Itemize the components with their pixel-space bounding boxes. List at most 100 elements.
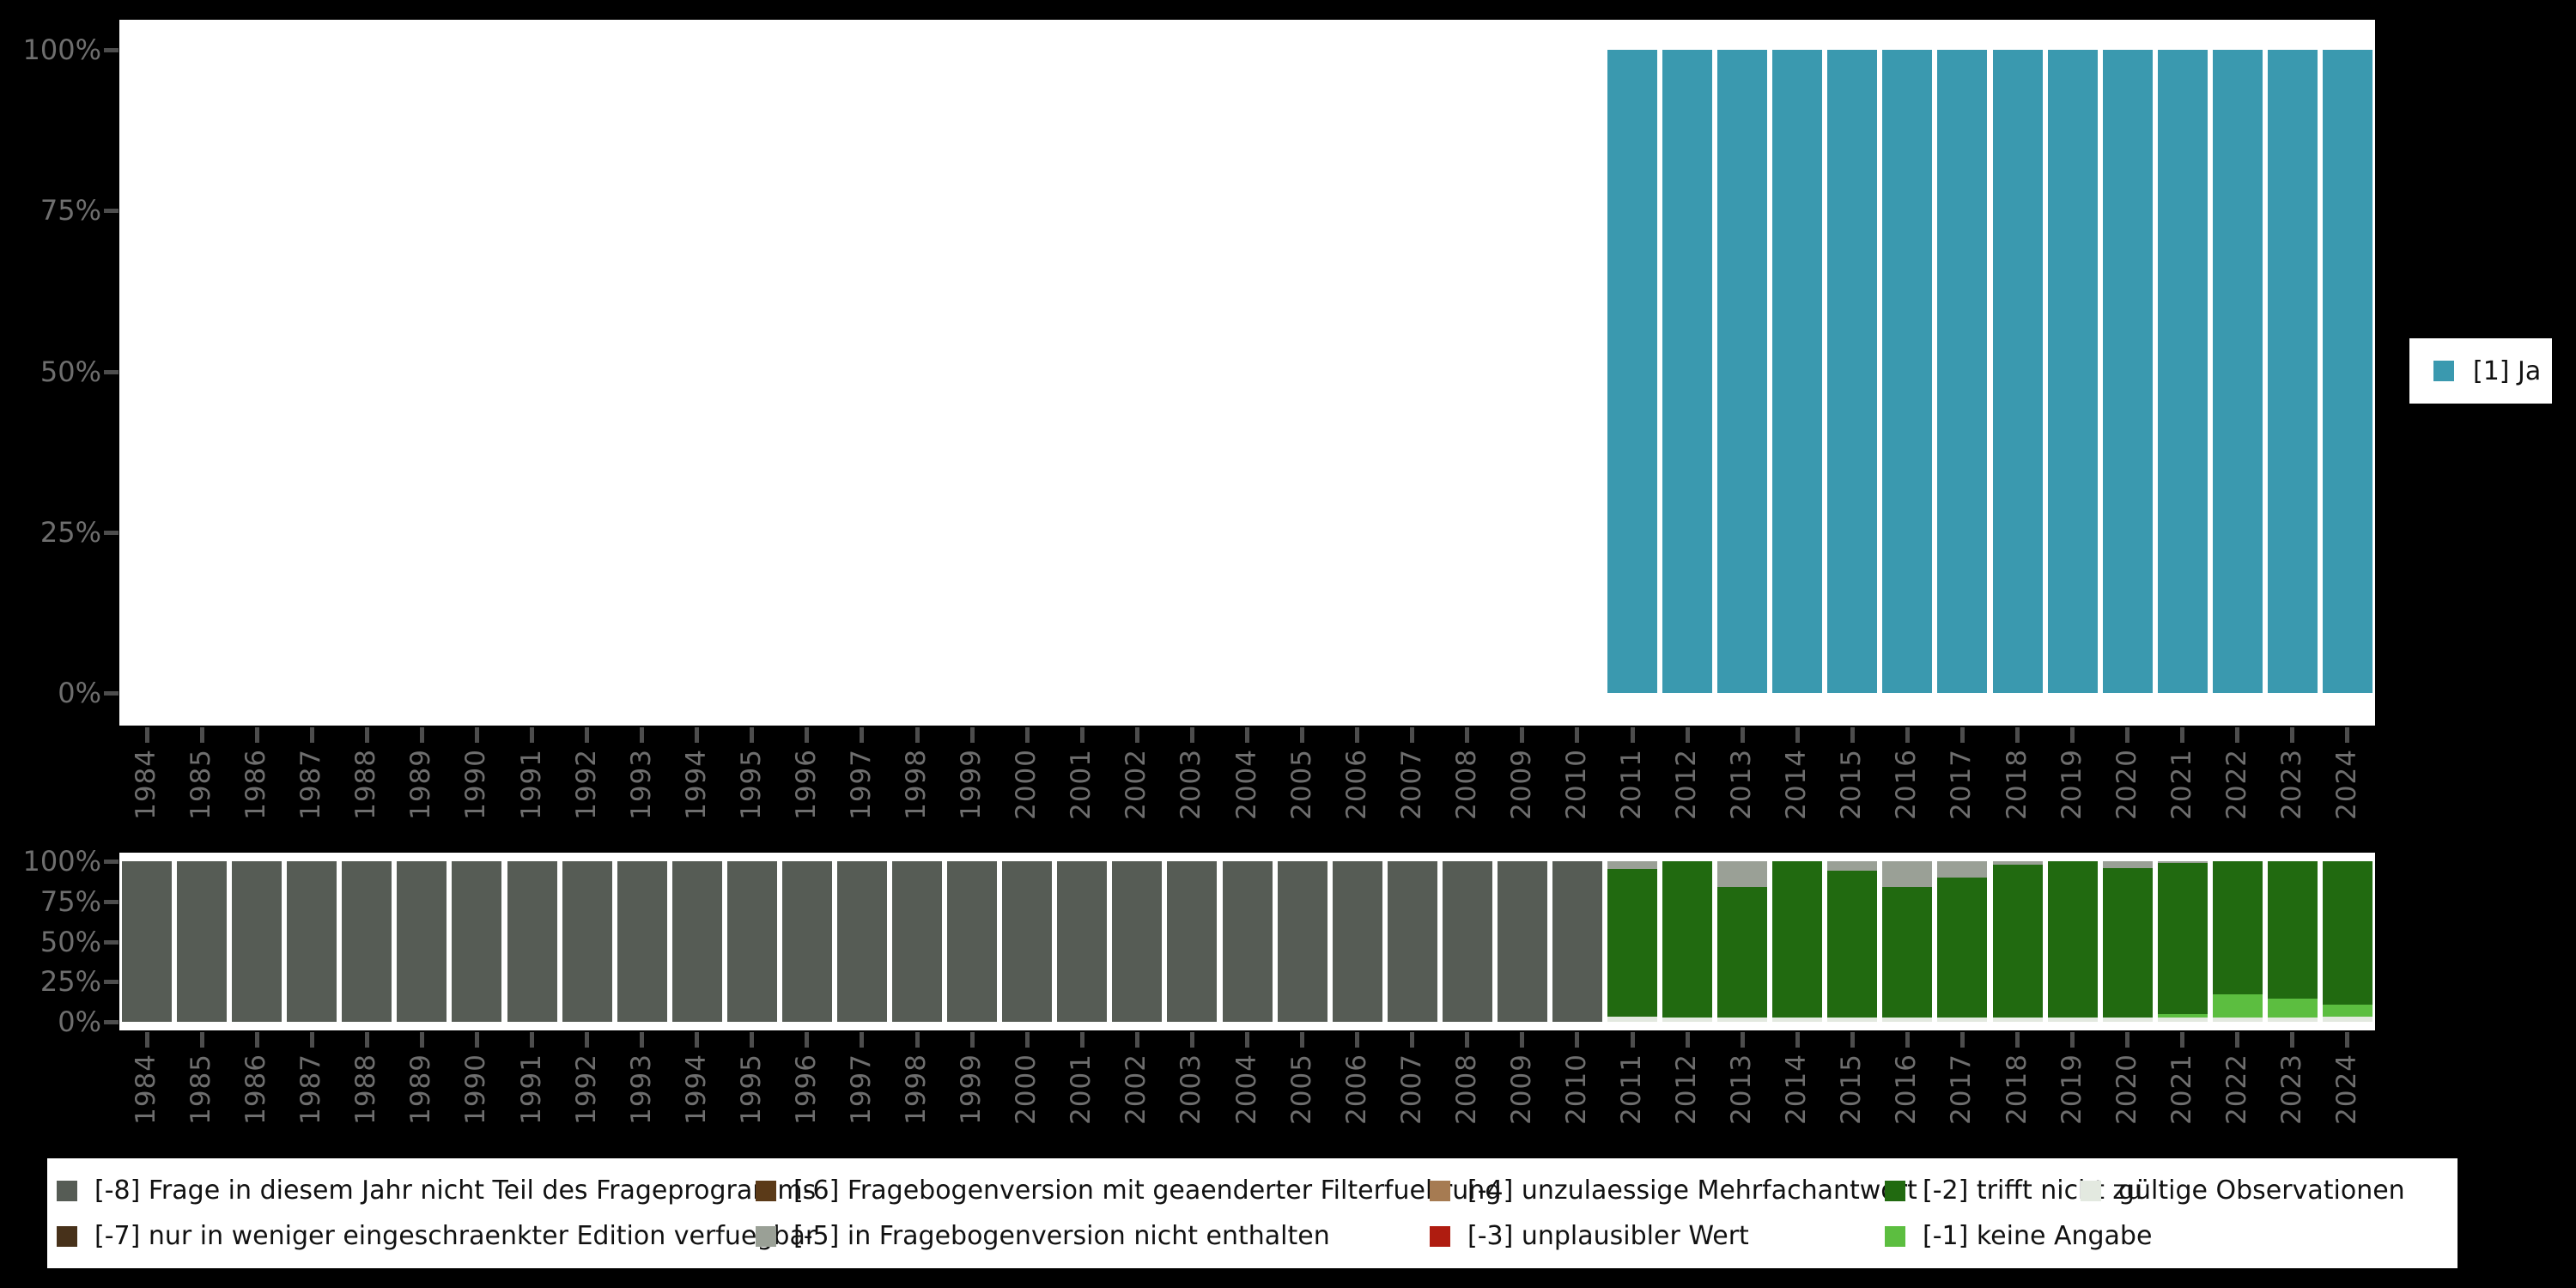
- x-tick-label: 1991: [515, 749, 547, 820]
- x-tick-label: 2017: [1946, 1054, 1978, 1125]
- x-tick: [1740, 727, 1745, 743]
- x-tick: [1630, 1032, 1635, 1048]
- bar-segment-2012-valid: [1662, 1017, 1713, 1022]
- x-tick: [1850, 1032, 1855, 1048]
- bar-segment-2022-ja: [2212, 50, 2263, 693]
- bar-segment-2007-m8: [1387, 861, 1437, 1022]
- bar-segment-2012-m2: [1662, 861, 1713, 1018]
- bar-segment-2005-m8: [1277, 861, 1327, 1022]
- x-tick-label: 2006: [1340, 749, 1372, 820]
- bar-segment-2006-m8: [1332, 861, 1382, 1022]
- bar-1984: [122, 861, 173, 1022]
- bar-segment-2016-m5: [1882, 861, 1933, 887]
- x-tick: [805, 727, 810, 743]
- bar-segment-2018-valid: [1992, 1017, 2043, 1022]
- x-tick: [1245, 727, 1249, 743]
- x-tick: [364, 727, 369, 743]
- x-tick: [364, 1032, 369, 1048]
- x-tick-label: 2016: [1891, 749, 1923, 820]
- bar-segment-2017-m5: [1937, 861, 1988, 878]
- x-tick-label: 1997: [845, 1054, 877, 1125]
- x-tick-label: 1991: [515, 1054, 547, 1125]
- bar-2020: [2102, 50, 2153, 693]
- bar-segment-2024-valid: [2322, 1017, 2372, 1022]
- x-tick: [1245, 1032, 1249, 1048]
- x-tick: [254, 727, 259, 743]
- legend-swatch-m8: [57, 1181, 77, 1201]
- bar-1986: [232, 861, 283, 1022]
- x-tick-label: 1994: [680, 749, 712, 820]
- x-tick: [2180, 727, 2185, 743]
- x-tick: [860, 727, 865, 743]
- x-tick: [1024, 727, 1030, 743]
- x-tick: [695, 1032, 700, 1048]
- bar-segment-2010-m8: [1552, 861, 1602, 1022]
- legend-item-label: gültige Observationen: [2118, 1176, 2405, 1206]
- legend-swatch-m2: [1885, 1181, 1905, 1201]
- bar-segment-2019-m2: [2047, 861, 2098, 1018]
- x-tick: [585, 1032, 590, 1048]
- x-tick: [969, 1032, 975, 1048]
- x-tick-label: 2020: [2111, 1054, 2142, 1125]
- legend-swatch-m1: [1885, 1226, 1905, 1247]
- x-tick: [2070, 727, 2075, 743]
- x-tick-label: 1992: [570, 1054, 602, 1125]
- x-tick-label: 2014: [1781, 1054, 1813, 1125]
- top-plot-area: [119, 20, 2375, 726]
- x-tick: [530, 1032, 535, 1048]
- x-tick: [309, 1032, 314, 1048]
- y-tick: [104, 209, 118, 214]
- x-tick: [199, 1032, 204, 1048]
- y-tick-label: 75%: [39, 884, 101, 918]
- bar-segment-2016-ja: [1882, 50, 1933, 693]
- bar-2022: [2212, 861, 2263, 1022]
- bar-2013: [1717, 861, 1768, 1022]
- bar-segment-2016-valid: [1882, 1017, 1933, 1022]
- x-tick: [1465, 727, 1470, 743]
- bar-segment-2018-ja: [1992, 50, 2043, 693]
- bar-2017: [1937, 861, 1988, 1022]
- x-tick: [2015, 1032, 2020, 1048]
- x-tick-label: 2018: [2001, 1054, 2032, 1125]
- x-tick-label: 2023: [2275, 749, 2307, 820]
- x-tick-label: 2007: [1395, 1054, 1427, 1125]
- x-tick-label: 1990: [460, 1054, 492, 1125]
- bar-2024: [2322, 861, 2372, 1022]
- x-tick: [1355, 727, 1360, 743]
- bar-segment-2024-m2: [2322, 861, 2372, 1005]
- y-tick: [104, 1020, 118, 1024]
- bar-2017: [1937, 50, 1988, 693]
- x-tick-label: 2002: [1121, 1054, 1152, 1125]
- x-tick-label: 2019: [2056, 1054, 2087, 1125]
- x-tick: [1134, 1032, 1139, 1048]
- bar-segment-2017-ja: [1937, 50, 1988, 693]
- bar-2007: [1387, 861, 1437, 1022]
- x-tick: [750, 727, 755, 743]
- bar-segment-2023-valid: [2267, 1017, 2318, 1022]
- legend-swatch-m4: [1430, 1181, 1450, 1201]
- y-tick: [104, 530, 118, 535]
- x-tick: [2290, 1032, 2295, 1048]
- bar-1993: [617, 861, 667, 1022]
- bar-2023: [2267, 861, 2318, 1022]
- bar-segment-2000-m8: [1002, 861, 1053, 1022]
- x-tick-label: 1992: [570, 749, 602, 820]
- x-tick-label: 2022: [2221, 1054, 2252, 1125]
- y-tick: [104, 939, 118, 945]
- x-tick-label: 2002: [1121, 749, 1152, 820]
- legend-item-label: [-1] keine Angabe: [1923, 1221, 2153, 1251]
- y-tick-label: 50%: [39, 925, 101, 958]
- bar-segment-2011-m5: [1607, 861, 1657, 870]
- bar-segment-1991-m8: [507, 861, 557, 1022]
- y-tick: [104, 48, 118, 52]
- bar-2018: [1992, 50, 2043, 693]
- bar-segment-2023-m1: [2267, 999, 2318, 1018]
- bar-2000: [1002, 861, 1053, 1022]
- x-tick-label: 2008: [1450, 749, 1482, 820]
- legend-item-label: [-2] trifft nicht zu: [1923, 1176, 2143, 1206]
- x-tick: [1300, 727, 1305, 743]
- y-tick: [104, 980, 118, 985]
- x-tick: [2290, 727, 2295, 743]
- legend-item-label: [-7] nur in weniger eingeschraenkter Edi…: [94, 1221, 817, 1251]
- x-tick: [2345, 1032, 2350, 1048]
